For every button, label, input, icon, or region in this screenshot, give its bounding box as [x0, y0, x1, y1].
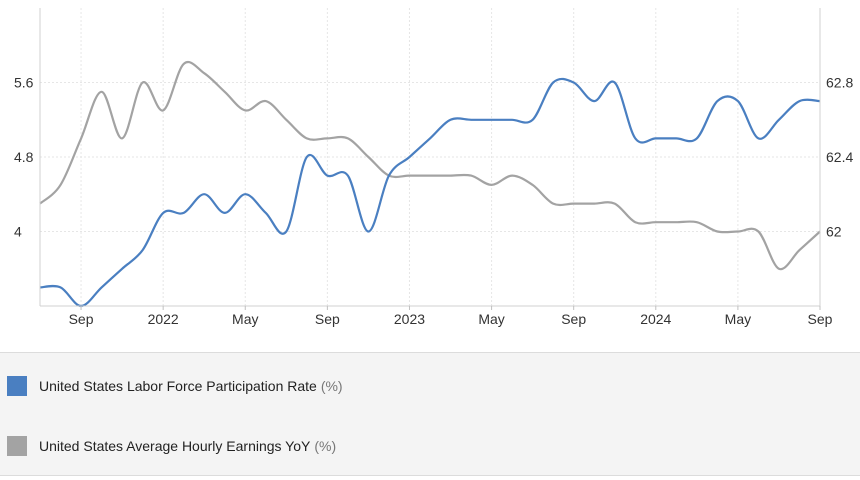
x-tick-label: Sep [808, 311, 833, 327]
x-tick-label: May [725, 311, 751, 327]
series-line-hourly-earnings[interactable] [39, 60, 821, 271]
left-y-tick-label: 4 [14, 224, 22, 240]
legend-label-participation-rate: United States Labor Force Participation … [39, 378, 317, 394]
legend-unit-participation-rate: (%) [320, 378, 343, 394]
x-tick-label: Sep [561, 311, 586, 327]
right-y-tick-label: 62.8 [826, 75, 853, 91]
x-tick-label: Sep [69, 311, 94, 327]
line-chart: Sep 2022 May Sep 2023 May Sep 2024 May Sep 4 4.8 5.6… [14, 8, 853, 327]
chart-grid [40, 8, 821, 306]
left-y-tick-label: 5.6 [14, 75, 34, 91]
x-tick-label: 2023 [394, 311, 425, 327]
chart-axes: Sep 2022 May Sep 2023 May Sep 2024 May Sep 4 4.8 5.6… [14, 8, 853, 327]
x-tick-label: May [232, 311, 258, 327]
legend: United States Labor Force Participation … [0, 352, 860, 476]
legend-label-hourly-earnings: United States Average Hourly Earnings Yo… [39, 438, 311, 454]
legend-item-hourly-earnings[interactable]: United States Average Hourly Earnings Yo… [7, 435, 336, 457]
x-tick-label: 2022 [148, 311, 179, 327]
legend-swatch-participation-rate [7, 376, 27, 396]
left-y-tick-label: 4.8 [14, 149, 34, 165]
x-tick-label: 2024 [640, 311, 671, 327]
legend-item-participation-rate[interactable]: United States Labor Force Participation … [7, 375, 343, 397]
series-line-participation-rate[interactable] [39, 77, 821, 308]
right-y-tick-label: 62 [826, 224, 842, 240]
x-tick-label: May [478, 311, 504, 327]
right-y-tick-label: 62.4 [826, 149, 853, 165]
legend-swatch-hourly-earnings [7, 436, 27, 456]
series-lines [39, 60, 821, 308]
legend-unit-hourly-earnings: (%) [314, 438, 337, 454]
x-tick-label: Sep [315, 311, 340, 327]
